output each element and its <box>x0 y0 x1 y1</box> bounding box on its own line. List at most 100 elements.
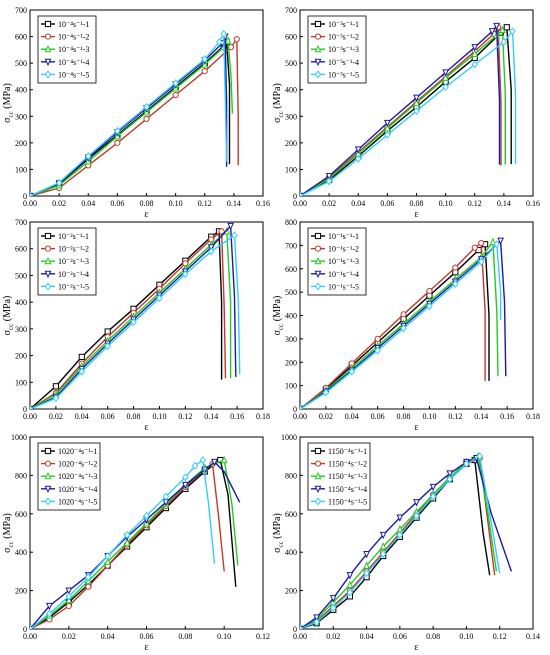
data-point <box>413 98 420 107</box>
x-tick-label: 0.14 <box>497 199 511 208</box>
x-tick-label: 0.00 <box>23 412 37 421</box>
series-5 <box>300 240 502 409</box>
series-5 <box>30 456 216 629</box>
x-tick-label: 0.10 <box>439 199 453 208</box>
y-tick-label: 400 <box>15 548 27 557</box>
data-point <box>313 618 320 627</box>
legend-entry: 1150⁻⁴s⁻¹-1 <box>328 447 367 456</box>
y-tick-label: 100 <box>15 165 27 174</box>
legend-marker <box>44 245 52 252</box>
y-axis-subscript: cc <box>277 541 285 547</box>
y-tick-label: 400 <box>285 548 297 557</box>
data-point <box>199 456 207 465</box>
x-tick-label: 0.14 <box>204 412 218 421</box>
data-point <box>218 228 225 235</box>
data-point <box>30 405 34 409</box>
data-point <box>329 595 337 603</box>
x-tick-label: 0.00 <box>293 632 307 641</box>
data-point <box>363 569 370 578</box>
y-tick-label: 0 <box>23 405 27 414</box>
data-point <box>300 625 304 629</box>
x-tick-label: 0.10 <box>217 632 231 641</box>
data-point <box>400 311 407 318</box>
legend-marker <box>314 44 322 53</box>
legend-entry: 10⁻³s⁻¹-4 <box>328 58 359 67</box>
chart-panel-2: 0.00 0.02 0.04 0.06 0.08 0.10 0.12 0.14 0.16 0 100… <box>272 6 540 220</box>
legend-entry: 10⁻¹s⁻¹-4 <box>328 270 359 279</box>
x-tick-label: 0.10 <box>459 632 473 641</box>
y-axis-unit: (MPa) <box>2 513 13 541</box>
data-point <box>55 178 63 187</box>
legend-marker <box>314 282 322 291</box>
data-point <box>143 511 150 520</box>
y-tick-label: 800 <box>15 471 27 480</box>
chart-panel-1: 0.00 0.02 0.04 0.06 0.08 0.10 0.12 0.14 0.16 0 100… <box>2 6 270 220</box>
x-tick-label: 0.02 <box>49 412 63 421</box>
x-tick-label: 0.12 <box>493 632 507 641</box>
data-point <box>78 367 86 376</box>
data-point <box>143 102 150 111</box>
y-tick-label: 600 <box>15 33 27 42</box>
series-3 <box>300 25 506 196</box>
legend-marker <box>44 447 52 455</box>
y-tick-label: 200 <box>285 358 297 367</box>
x-tick-label: 0.10 <box>152 412 166 421</box>
legend-entry: 10⁻¹s⁻¹-5 <box>328 282 359 291</box>
data-point <box>123 538 131 546</box>
legend-marker <box>44 33 52 40</box>
x-tick-label: 0.08 <box>410 199 424 208</box>
legend-entry: 1150⁻⁴s⁻¹-3 <box>328 472 367 481</box>
data-point <box>322 388 330 397</box>
data-point <box>104 342 111 351</box>
y-axis-subscript: cc <box>7 324 15 330</box>
legend: 1020⁻⁴s⁻¹-1 1020⁻⁴s⁻¹-2 1020⁻⁴s⁻¹-3 1020⁻⁴s… <box>37 442 101 511</box>
x-tick-label: 0.12 <box>178 412 192 421</box>
x-tick-label: 0.00 <box>23 199 37 208</box>
y-tick-label: 400 <box>15 86 27 95</box>
data-point <box>330 603 337 612</box>
y-axis-unit: (MPa) <box>272 83 283 111</box>
legend-entry: 10⁻³s⁻¹-5 <box>328 70 359 79</box>
data-point <box>413 94 420 102</box>
data-point <box>78 353 85 361</box>
data-point <box>313 614 321 622</box>
y-axis-subscript: cc <box>7 111 15 117</box>
legend-entry: 1020⁻⁴s⁻¹-2 <box>58 460 97 469</box>
legend-entry: 10⁻¹s⁻¹-3 <box>328 257 359 266</box>
data-point <box>123 530 131 539</box>
legend-marker <box>44 460 52 467</box>
x-axis-label: ε <box>414 422 418 433</box>
data-point <box>374 346 381 355</box>
y-axis-label: σcc (MPa) <box>272 296 285 336</box>
x-axis-label: ε <box>414 642 418 653</box>
data-point <box>114 139 121 146</box>
data-point <box>463 459 470 468</box>
y-axis-unit: (MPa) <box>2 296 13 324</box>
legend: 10⁻³s⁻¹-1 10⁻³s⁻¹-2 10⁻³s⁻¹-3 10⁻³s⁻¹-4 10⁻³… <box>307 15 367 84</box>
data-point <box>471 49 479 57</box>
x-tick-label: 0.06 <box>371 412 385 421</box>
y-tick-label: 600 <box>285 33 297 42</box>
data-point <box>413 511 420 520</box>
data-point <box>446 475 454 484</box>
data-point <box>162 492 170 501</box>
y-tick-label: 0 <box>23 625 27 634</box>
legend-entry: 1020⁻⁴s⁻¹-3 <box>58 472 97 481</box>
data-point <box>300 405 304 409</box>
data-point <box>65 587 73 595</box>
data-point <box>503 24 510 31</box>
legend-marker <box>314 245 322 252</box>
x-tick-label: 0.14 <box>474 412 488 421</box>
y-tick-label: 500 <box>15 59 27 68</box>
data-point <box>471 60 478 69</box>
y-tick-label: 800 <box>285 218 297 227</box>
legend-marker <box>44 497 52 506</box>
x-axis-label: ε <box>144 642 148 653</box>
y-tick-label: 0 <box>293 405 297 414</box>
x-tick-label: 0.02 <box>52 199 66 208</box>
data-point <box>85 573 92 582</box>
data-point <box>429 483 437 492</box>
x-tick-label: 0.04 <box>351 199 365 208</box>
data-point <box>220 29 227 38</box>
